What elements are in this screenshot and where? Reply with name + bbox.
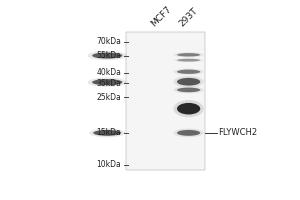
Ellipse shape — [173, 58, 204, 62]
Ellipse shape — [177, 78, 200, 86]
Text: 55kDa: 55kDa — [96, 51, 121, 60]
Text: 35kDa: 35kDa — [96, 79, 121, 88]
Ellipse shape — [173, 76, 204, 88]
Ellipse shape — [93, 130, 121, 136]
Ellipse shape — [92, 79, 122, 85]
Ellipse shape — [173, 100, 204, 117]
Ellipse shape — [88, 51, 127, 60]
Ellipse shape — [89, 128, 125, 137]
Ellipse shape — [177, 70, 200, 74]
Text: FLYWCH2: FLYWCH2 — [218, 128, 257, 137]
Text: MCF7: MCF7 — [150, 5, 173, 29]
Ellipse shape — [177, 88, 200, 92]
Ellipse shape — [177, 59, 200, 62]
Ellipse shape — [173, 128, 204, 137]
Ellipse shape — [177, 103, 200, 114]
Ellipse shape — [173, 69, 204, 75]
Ellipse shape — [173, 86, 204, 93]
Text: 15kDa: 15kDa — [97, 128, 121, 137]
Ellipse shape — [88, 78, 127, 87]
Text: 293T: 293T — [177, 6, 200, 29]
Text: 10kDa: 10kDa — [97, 160, 121, 169]
Ellipse shape — [177, 130, 200, 136]
Ellipse shape — [173, 52, 204, 57]
Ellipse shape — [177, 53, 200, 56]
Bar — [126, 32, 205, 170]
Ellipse shape — [92, 52, 122, 59]
Text: 40kDa: 40kDa — [96, 68, 121, 77]
Text: 70kDa: 70kDa — [96, 37, 121, 46]
Text: 25kDa: 25kDa — [97, 93, 121, 102]
